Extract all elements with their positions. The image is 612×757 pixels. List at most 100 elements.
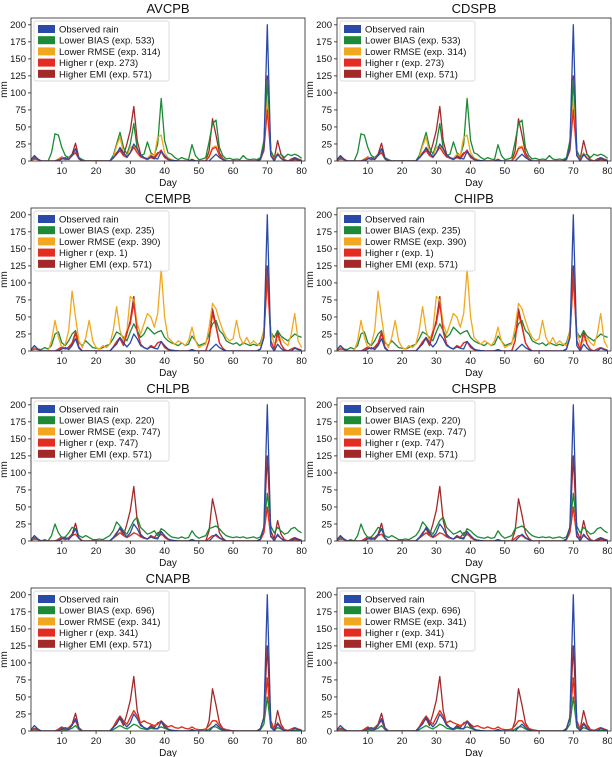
x-tick-label: 10: [57, 546, 68, 557]
x-tick-label: 60: [534, 546, 545, 557]
y-tick-label: 100: [10, 88, 26, 99]
legend-label-emi: Higher EMI (exp. 571): [365, 449, 458, 460]
legend-swatch-emi: [344, 259, 361, 268]
y-tick-label: 75: [15, 485, 26, 496]
legend-label-observed: Observed rain: [365, 215, 425, 226]
chart-cnapb: CNAPB 0 25 50 75 100 125 150 175 200 10 20 30 40 50 60 7…: [0, 571, 307, 757]
series-line-observed: [31, 594, 302, 731]
legend-box: [339, 210, 476, 272]
legend-label-r: Higher r (exp. 747): [365, 438, 444, 449]
legend-swatch-emi: [38, 69, 55, 78]
chart-title: AVCPB: [146, 1, 189, 16]
y-tick-label: 25: [321, 519, 332, 530]
legend-label-rmse: Lower RMSE (exp. 314): [59, 47, 160, 58]
series-lines: [31, 24, 302, 161]
x-tick-label: 60: [228, 356, 239, 367]
x-tick-label: 50: [500, 166, 511, 177]
legend-label-r: Higher r (exp. 273): [365, 58, 444, 69]
y-axis-label: mm: [305, 461, 316, 478]
plot-frame: [30, 207, 306, 352]
series-line-rmse: [337, 677, 608, 731]
x-tick-label: 20: [91, 356, 102, 367]
legend-label-bias: Lower BIAS (exp. 235): [365, 226, 461, 237]
series-line-rmse: [337, 268, 609, 351]
series-line-r: [337, 677, 608, 731]
x-tick-label: 40: [465, 736, 476, 747]
y-tick-label: 175: [316, 417, 332, 428]
legend-label-emi: Higher EMI (exp. 571): [365, 69, 458, 80]
y-tick-label: 200: [316, 400, 332, 411]
legend-box: [33, 590, 170, 652]
y-tick-label: 25: [15, 519, 26, 530]
legend-label-bias: Lower BIAS (exp. 220): [59, 416, 155, 427]
x-tick-label: 70: [262, 166, 273, 177]
y-tick-label: 200: [10, 20, 26, 31]
y-tick-label: 200: [10, 400, 26, 411]
legend-swatch-rmse: [38, 237, 55, 246]
y-tick-label: 25: [15, 709, 26, 720]
legend-label-observed: Observed rain: [365, 595, 425, 606]
legend-label-bias: Lower BIAS (exp. 696): [59, 606, 155, 617]
y-tick-label: 100: [10, 278, 26, 289]
chart-title: CNAPB: [146, 571, 191, 586]
legend-swatch-rmse: [38, 47, 55, 56]
y-axis-label: mm: [0, 651, 10, 668]
legend-box: [33, 210, 170, 272]
series-line-observed: [337, 404, 608, 541]
x-tick-label: 20: [91, 546, 102, 557]
series-lines: [337, 404, 608, 541]
x-tick-label: 30: [431, 356, 442, 367]
series-line-bias: [31, 79, 302, 161]
legend-label-observed: Observed rain: [365, 405, 425, 416]
legend-label-r: Higher r (exp. 273): [59, 58, 138, 69]
x-axis-label: Day: [159, 558, 177, 569]
y-tick-label: 25: [321, 329, 332, 340]
chart-cngpb: CNGPB 0 25 50 75 100 125 150 175 200 10 20 30 40 50 60 7…: [305, 571, 612, 757]
legend-label-r: Higher r (exp. 747): [59, 438, 138, 449]
x-tick-label: 20: [397, 546, 408, 557]
plot-frame: [336, 207, 612, 352]
y-tick-label: 0: [21, 536, 26, 547]
y-tick-label: 150: [10, 434, 26, 445]
x-tick-label: 50: [194, 166, 205, 177]
y-tick-label: 150: [316, 244, 332, 255]
y-tick-label: 75: [321, 675, 332, 686]
y-tick-label: 0: [327, 156, 332, 167]
legend-label-emi: Higher EMI (exp. 571): [59, 449, 152, 460]
x-tick-label: 40: [159, 736, 170, 747]
chart-avcpb: AVCPB 0 25 50 75 100 125 150 175 200 10 20 30 40 50 60 7…: [0, 1, 307, 189]
y-tick-label: 100: [10, 468, 26, 479]
x-tick-label: 10: [57, 166, 68, 177]
x-tick-label: 30: [431, 166, 442, 177]
legend-label-bias: Lower BIAS (exp. 533): [365, 36, 461, 47]
legend-swatch-rmse: [38, 617, 55, 626]
y-axis-label: mm: [305, 271, 316, 288]
legend-swatch-observed: [38, 405, 55, 413]
legend-box: [33, 20, 170, 82]
series-lines: [31, 404, 302, 541]
legend-label-bias: Lower BIAS (exp. 696): [365, 606, 461, 617]
x-tick-label: 50: [194, 356, 205, 367]
y-tick-label: 175: [316, 227, 332, 238]
y-tick-label: 50: [15, 312, 26, 323]
y-tick-label: 125: [316, 261, 332, 272]
x-axis-label: Day: [159, 178, 177, 189]
legend-label-emi: Higher EMI (exp. 571): [365, 639, 458, 650]
series-line-bias: [31, 275, 302, 351]
y-tick-label: 125: [10, 451, 26, 462]
legend-swatch-emi: [38, 639, 55, 648]
y-axis-label: mm: [0, 271, 10, 288]
y-tick-label: 0: [21, 726, 26, 737]
y-tick-label: 50: [321, 692, 332, 703]
x-tick-label: 20: [91, 736, 102, 747]
legend-label-rmse: Lower RMSE (exp. 747): [59, 427, 160, 438]
series-line-rmse: [31, 268, 303, 351]
x-tick-label: 70: [262, 736, 273, 747]
x-axis-label: Day: [465, 368, 483, 379]
x-tick-label: 70: [568, 356, 579, 367]
x-tick-label: 70: [568, 736, 579, 747]
y-tick-label: 150: [316, 434, 332, 445]
legend-label-bias: Lower BIAS (exp. 235): [59, 226, 155, 237]
